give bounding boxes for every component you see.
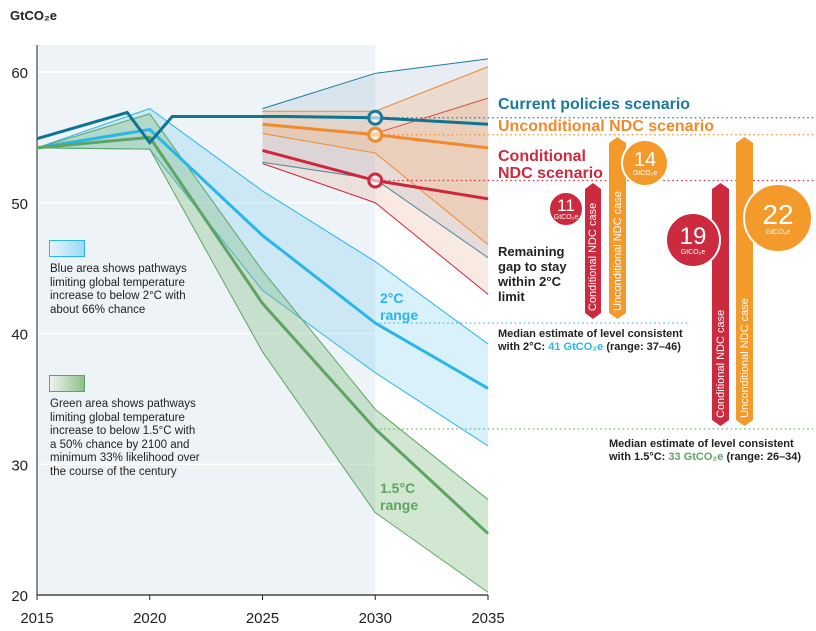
2030-marker [367,126,384,143]
legend-line: limiting global temperature [50,411,185,424]
median-2c-range: (range: 37–46) [603,341,681,353]
gap-value-conditional-2035: 19 GtCO₂e [665,212,721,268]
gap-unit: GtCO₂e [680,248,706,256]
gap-unit: GtCO₂e [553,214,579,221]
legend-line: increase to below 2°C with [50,290,186,302]
median-2c-line1: Median estimate of level consistent [498,328,683,340]
median-2c-prefix: with 2°C: [498,341,549,353]
gap-value-unconditional-2030: 14 GtCO₂e [621,139,669,187]
gap-value-conditional-2030: 11 GtCO₂e [548,191,584,227]
x-tick-label: 2020 [133,610,166,627]
gap-line: gap to stay [498,259,567,274]
x-tick-label: 2025 [246,610,279,627]
cp_range-band [262,58,488,258]
gap-bar-unconditional-2030: Unconditional NDC case [609,137,626,319]
legend-line: minimum 33% likelihood over [50,452,200,464]
legend-line: a 50% chance by 2100 and [50,438,190,451]
label-15c-line2: range [380,497,419,513]
two-band [37,108,488,446]
x-tick-label: 2015 [20,610,53,627]
legend-line: about 66% chance [50,303,146,316]
gap-bar-label: Unconditional NDC case [738,298,751,418]
gap-value: 19 [679,222,707,250]
blue-area-legend-text: Blue area shows pathways limiting global … [50,263,187,317]
gap-bar-label: Conditional NDC case [587,202,599,311]
gap-unit: GtCO₂e [765,228,791,236]
y-tick-label: 60 [11,65,28,82]
y-tick-label: 50 [11,196,28,213]
gap-line: within 2°C [498,274,561,289]
one5-median-line [36,135,490,535]
label-conditional-line1: Conditional [498,148,586,165]
gap-value: 14 [633,148,657,171]
gap-bar-label: Unconditional NDC case [611,191,624,311]
median-1-5c-note: Median estimate of level consistent with… [609,438,801,464]
legend-line: Blue area shows pathways [50,263,187,275]
historical-current-policies-line [36,110,489,145]
gap-line: limit [498,289,525,304]
median-2c-value: 41 GtCO₂e [548,341,604,353]
y-tick-label: 30 [11,457,28,474]
legend-line: limiting global temperature [50,276,185,289]
label-2c-line1: 2°C [380,290,404,306]
one5-band [37,113,488,593]
median-2c-note: Median estimate of level consistent with… [498,328,683,354]
legend-line: the course of the century [50,465,177,478]
label-1-5c-range: 1.5°C range [380,480,418,514]
historical-shading [37,45,376,595]
median-15c-range: (range: 26–34) [723,451,802,463]
remaining-gap-label: Remaining gap to stay within 2°C limit [498,244,567,304]
label-unconditional-ndc: Unconditional NDC scenario [498,118,715,135]
one5-lower-line [36,147,489,593]
two-upper-line [36,108,489,345]
green-area-legend-text: Green area shows pathways limiting global… [50,398,200,479]
label-2c-line2: range [380,307,419,323]
gap-value-unconditional-2035: 22 GtCO₂e [743,183,813,253]
gap-unit: GtCO₂e [632,169,658,177]
gap-value: 22 [762,198,794,230]
cond-lower-line [262,163,489,295]
2030-marker [367,172,384,189]
gap-line: Remaining [498,244,565,259]
uncond-lower-line [262,132,489,245]
gap-bar-unconditional-2035: Unconditional NDC case [736,137,753,426]
gap-bar-conditional-2030: Conditional NDC case [585,183,601,319]
green-area-legend-swatch [49,375,85,392]
gap-bar-conditional-2035: Conditional NDC case [712,183,729,426]
x-tick-label: 2030 [359,610,392,627]
label-15c-line1: 1.5°C [380,480,416,496]
x-tick-label: 2035 [471,610,504,627]
cp_range-upper-line [262,58,489,110]
y-tick-label: 40 [11,327,28,344]
gap-value: 11 [557,196,575,215]
gap-bar-label: Conditional NDC case [714,309,727,418]
one5-upper-line [36,113,489,500]
blue-area-legend-swatch [49,240,85,257]
label-conditional-ndc: Conditional NDC scenario [498,148,603,182]
legend-line: Green area shows pathways [50,398,196,410]
label-conditional-line2: NDC scenario [498,165,603,182]
legend-line: increase to below 1.5°C with [50,425,196,437]
label-current-policies: Current policies scenario [498,96,691,113]
median-15c-line1: Median estimate of level consistent [609,438,794,450]
median-15c-prefix: with 1.5°C: [609,451,669,463]
2030-marker [367,109,384,126]
two-median-line [36,127,489,390]
y-tick-label: 20 [11,588,28,605]
label-2c-range: 2°C range [380,290,418,324]
y-axis-label: GtCO₂e [10,8,57,23]
median-15c-value: 33 GtCO₂e [668,451,724,463]
cond-band [262,98,488,295]
